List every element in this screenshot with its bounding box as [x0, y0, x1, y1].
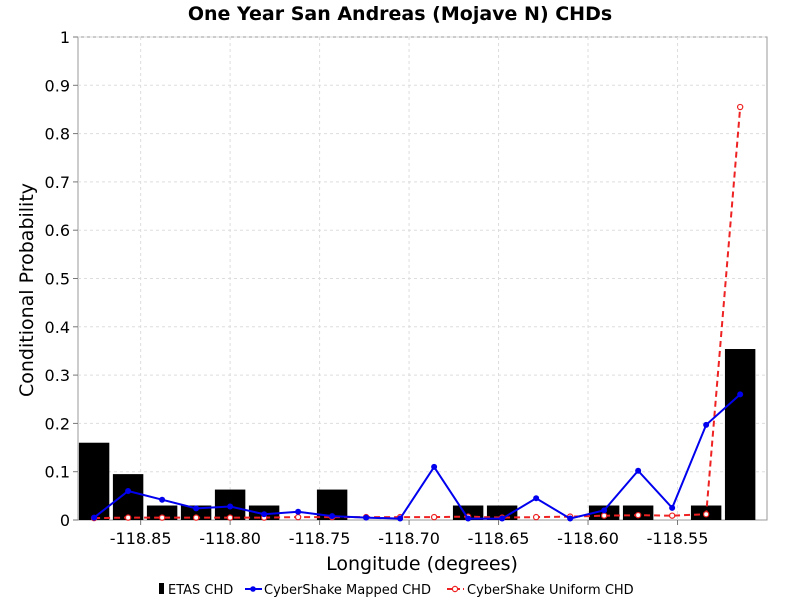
cybershake-uniform-point [226, 514, 234, 521]
cybershake-mapped-point [499, 515, 506, 522]
cybershake-mapped-point [397, 515, 404, 522]
cybershake-uniform-point [124, 514, 132, 521]
etas-bar [78, 442, 110, 520]
cybershake-uniform-point [430, 513, 438, 521]
y-tick-label: 0 [60, 511, 70, 530]
y-tick-label: 0.8 [45, 125, 70, 144]
legend-label-mapped: CyberShake Mapped CHD [264, 583, 431, 598]
y-axis-ticks: 0 0.1 0.2 0.3 0.4 0.5 0.6 0.7 0.8 0.9 1 [45, 28, 78, 530]
cybershake-mapped-point [567, 515, 574, 522]
cybershake-uniform-point [158, 514, 166, 521]
legend: ETAS CHD CyberShake Mapped CHD CyberShak… [159, 583, 634, 598]
etas-bar [180, 505, 212, 520]
x-tick-label: -118.85 [110, 529, 172, 548]
cybershake-uniform-point [532, 513, 540, 521]
y-tick-label: 0.9 [45, 76, 70, 95]
cybershake-mapped-point [159, 496, 166, 503]
etas-bar [724, 349, 756, 520]
cybershake-mapped-point [431, 463, 438, 470]
y-axis-label: Conditional Probability [16, 183, 38, 397]
cybershake-mapped-point [125, 488, 132, 495]
y-tick-label: 0.3 [45, 366, 70, 385]
cybershake-mapped-point [635, 467, 642, 474]
x-tick-label: -118.75 [289, 529, 351, 548]
x-tick-label: -118.55 [647, 529, 709, 548]
x-tick-label: -118.60 [557, 529, 619, 548]
cybershake-mapped-point [227, 503, 234, 510]
cybershake-uniform-point [668, 512, 676, 519]
cybershake-mapped-point [737, 391, 744, 398]
cybershake-mapped-point [329, 513, 336, 520]
x-tick-label: -118.65 [468, 529, 530, 548]
cybershake-uniform-point [736, 103, 744, 111]
legend-swatch-uniform-marker [451, 585, 459, 593]
legend-swatch-etas [159, 583, 164, 594]
cybershake-mapped-point [601, 507, 608, 514]
y-tick-label: 0.7 [45, 173, 70, 192]
cybershake-mapped-point [91, 514, 98, 521]
etas-bar [146, 505, 178, 520]
y-tick-label: 1 [60, 28, 70, 47]
x-tick-label: -118.80 [199, 529, 261, 548]
legend-label-etas: ETAS CHD [168, 583, 233, 598]
y-tick-label: 0.4 [45, 318, 70, 337]
y-tick-label: 0.5 [45, 270, 70, 289]
x-axis-label: Longitude (degrees) [326, 553, 518, 575]
cybershake-mapped-point [363, 514, 370, 521]
cybershake-mapped-point [295, 508, 302, 515]
cybershake-mapped-point [193, 505, 200, 512]
cybershake-uniform-point [634, 511, 642, 519]
legend-label-uniform: CyberShake Uniform CHD [467, 583, 634, 598]
cybershake-mapped-point [669, 504, 676, 511]
cybershake-mapped-point [533, 495, 540, 502]
x-tick-label: -118.70 [378, 529, 440, 548]
grid-lines [78, 36, 767, 520]
cybershake-uniform-point [702, 511, 710, 518]
chart-title: One Year San Andreas (Mojave N) CHDs [188, 3, 612, 25]
y-tick-label: 0.6 [45, 221, 70, 240]
y-tick-label: 0.2 [45, 414, 70, 433]
cybershake-uniform-point [600, 512, 608, 519]
cybershake-mapped-point [465, 515, 472, 522]
cybershake-uniform-point [294, 513, 302, 521]
cybershake-mapped-point [703, 421, 710, 428]
cybershake-uniform-line [94, 106, 742, 520]
cybershake-mapped-point [261, 511, 268, 518]
y-tick-label: 0.1 [45, 463, 70, 482]
legend-swatch-mapped-marker [250, 586, 256, 592]
cybershake-uniform-point [192, 514, 200, 521]
cybershake-mapped-line [93, 393, 741, 520]
etas-bar [112, 474, 144, 520]
cybershake-mapped-series [91, 391, 744, 522]
x-axis-ticks: -118.85 -118.80 -118.75 -118.70 -118.65 -118.… [110, 520, 709, 548]
